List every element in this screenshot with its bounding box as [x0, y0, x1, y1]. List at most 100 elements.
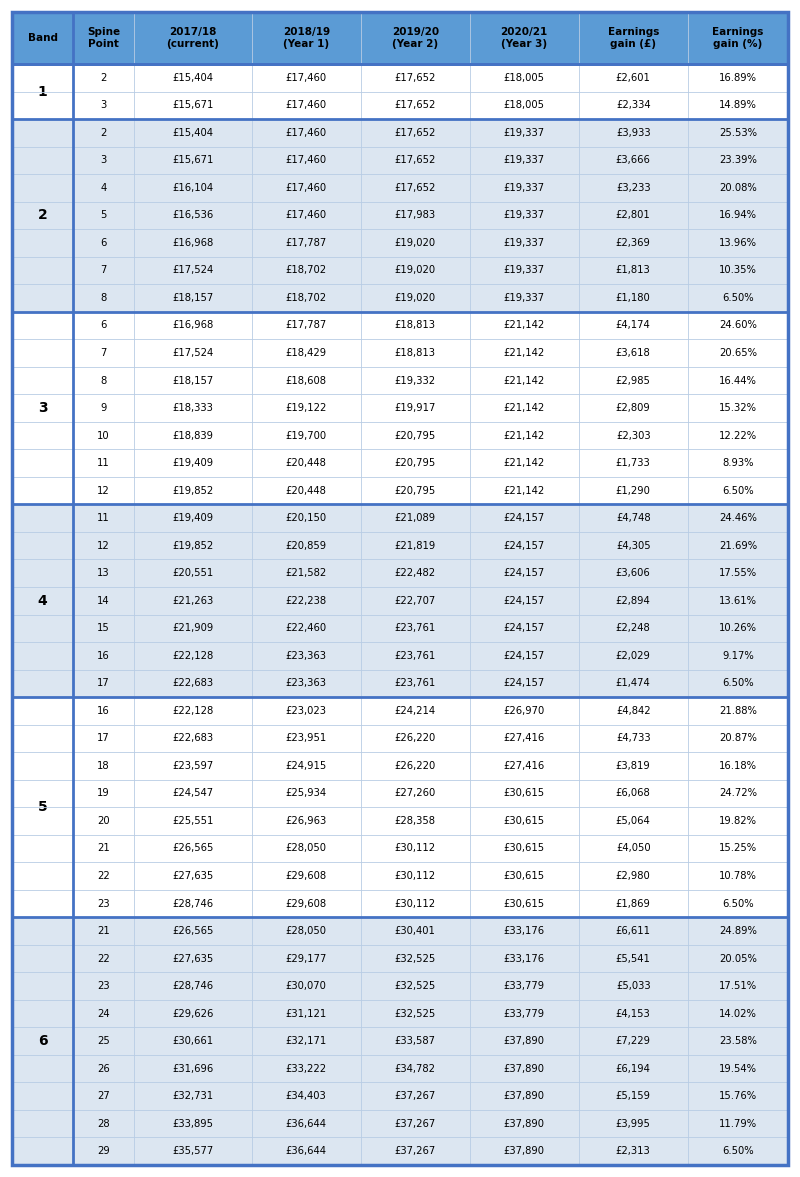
Bar	[134, 890, 252, 917]
Text: £16,536: £16,536	[172, 211, 214, 220]
Text: 8: 8	[101, 293, 106, 302]
Bar	[134, 752, 252, 779]
Bar	[12, 1028, 73, 1055]
Bar	[361, 1110, 470, 1137]
Text: £30,401: £30,401	[395, 926, 436, 936]
Bar	[361, 863, 470, 890]
Bar	[134, 1028, 252, 1055]
Text: £30,615: £30,615	[504, 816, 545, 826]
Bar	[12, 92, 73, 119]
Text: £37,267: £37,267	[394, 1146, 436, 1156]
Bar	[470, 505, 578, 532]
Text: £28,050: £28,050	[286, 844, 326, 853]
Text: £1,474: £1,474	[616, 678, 650, 689]
Bar	[578, 201, 688, 230]
Text: £16,104: £16,104	[172, 182, 214, 193]
Text: 21.69%: 21.69%	[719, 540, 757, 551]
Text: £3,666: £3,666	[616, 155, 650, 165]
Bar	[73, 201, 134, 230]
Bar	[578, 945, 688, 972]
Bar	[578, 92, 688, 119]
Text: £21,089: £21,089	[394, 513, 436, 523]
Text: £19,337: £19,337	[504, 128, 545, 138]
Text: £23,363: £23,363	[286, 678, 326, 689]
Text: £17,460: £17,460	[286, 73, 327, 82]
Bar	[252, 64, 361, 92]
Bar	[73, 697, 134, 725]
Text: £27,635: £27,635	[172, 871, 214, 882]
Bar	[12, 999, 73, 1028]
Text: £19,917: £19,917	[394, 403, 436, 413]
Text: £20,795: £20,795	[394, 431, 436, 440]
Text: £4,733: £4,733	[616, 733, 650, 744]
Bar	[688, 752, 788, 779]
Bar	[470, 752, 578, 779]
Text: £23,363: £23,363	[286, 651, 326, 660]
Text: 21: 21	[97, 844, 110, 853]
Bar	[73, 284, 134, 312]
Text: £18,839: £18,839	[173, 431, 214, 440]
Text: £17,652: £17,652	[394, 73, 436, 82]
Bar	[12, 201, 73, 230]
Text: 14.89%: 14.89%	[719, 100, 757, 111]
Text: Spine
Point: Spine Point	[87, 27, 120, 49]
Bar	[134, 697, 252, 725]
Text: £26,220: £26,220	[394, 733, 436, 744]
Bar	[252, 1055, 361, 1083]
Bar	[578, 12, 688, 64]
Text: £20,795: £20,795	[394, 486, 436, 496]
Bar	[252, 284, 361, 312]
Bar	[361, 174, 470, 201]
Bar	[578, 834, 688, 863]
Text: £2,248: £2,248	[616, 624, 650, 633]
Bar	[252, 697, 361, 725]
Bar	[688, 945, 788, 972]
Bar	[12, 917, 73, 945]
Bar	[578, 147, 688, 174]
Bar	[361, 505, 470, 532]
Text: 2: 2	[100, 128, 106, 138]
Bar	[688, 1028, 788, 1055]
Text: £1,733: £1,733	[616, 458, 650, 468]
Bar	[252, 12, 361, 64]
Bar	[134, 312, 252, 339]
Text: 23.39%: 23.39%	[719, 155, 757, 165]
Text: 5: 5	[100, 211, 106, 220]
Bar	[73, 1083, 134, 1110]
Text: £27,416: £27,416	[504, 760, 545, 771]
Text: £17,460: £17,460	[286, 100, 327, 111]
Text: £37,267: £37,267	[394, 1091, 436, 1102]
Bar	[252, 312, 361, 339]
Text: 14: 14	[98, 596, 110, 606]
Text: £32,525: £32,525	[394, 982, 436, 991]
Bar	[361, 752, 470, 779]
Text: £21,142: £21,142	[504, 320, 545, 331]
Text: £19,337: £19,337	[504, 293, 545, 302]
Text: £21,142: £21,142	[504, 403, 545, 413]
Bar	[578, 312, 688, 339]
Text: £19,122: £19,122	[286, 403, 327, 413]
Text: £30,615: £30,615	[504, 789, 545, 798]
Bar	[470, 421, 578, 450]
Bar	[578, 559, 688, 587]
Bar	[688, 421, 788, 450]
Text: 9: 9	[100, 403, 106, 413]
Bar	[470, 147, 578, 174]
Bar	[578, 614, 688, 641]
Text: £3,819: £3,819	[616, 760, 650, 771]
Text: £24,915: £24,915	[286, 760, 327, 771]
Bar	[578, 807, 688, 834]
Text: 24.60%: 24.60%	[719, 320, 757, 331]
Text: £34,403: £34,403	[286, 1091, 326, 1102]
Bar	[73, 64, 134, 92]
Bar	[73, 863, 134, 890]
Text: £16,968: £16,968	[172, 238, 214, 248]
Text: £24,157: £24,157	[504, 678, 545, 689]
Bar	[361, 477, 470, 505]
Text: £4,842: £4,842	[616, 706, 650, 716]
Text: £29,608: £29,608	[286, 871, 327, 882]
Bar	[470, 64, 578, 92]
Bar	[12, 505, 73, 532]
Bar	[73, 945, 134, 972]
Bar	[361, 890, 470, 917]
